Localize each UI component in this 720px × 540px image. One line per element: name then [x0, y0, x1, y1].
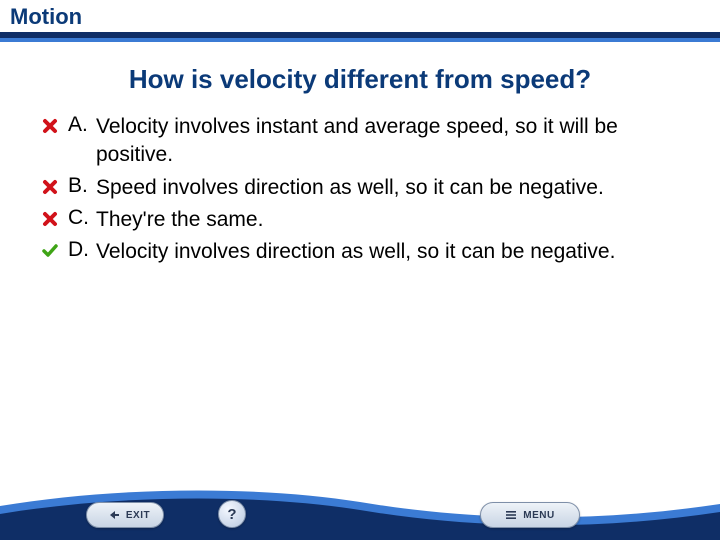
- correct-icon: [42, 238, 68, 265]
- answer-letter: B.: [68, 174, 96, 198]
- answer-letter: A.: [68, 113, 96, 137]
- header-title: Motion: [10, 4, 82, 30]
- wrong-icon: [42, 174, 68, 201]
- answer-row: D. Velocity involves direction as well, …: [42, 238, 690, 266]
- answer-text: Velocity involves instant and average sp…: [96, 113, 690, 170]
- header: Motion: [0, 0, 720, 36]
- wrong-icon: [42, 206, 68, 233]
- header-rule-light: [0, 38, 720, 42]
- help-icon: ?: [218, 500, 246, 528]
- answer-list: A. Velocity involves instant and average…: [42, 113, 690, 267]
- question-text: How is velocity different from speed?: [30, 64, 690, 95]
- answer-text: Velocity involves direction as well, so …: [96, 238, 690, 266]
- exit-label: EXIT: [126, 510, 150, 521]
- answer-text: Speed involves direction as well, so it …: [96, 174, 690, 202]
- answer-row: B. Speed involves direction as well, so …: [42, 174, 690, 202]
- wrong-icon: [42, 113, 68, 140]
- footer: EXIT ? MENU: [0, 482, 720, 540]
- slide: Motion How is velocity different from sp…: [0, 0, 720, 540]
- help-button[interactable]: ?: [218, 500, 246, 528]
- content-area: How is velocity different from speed? A.…: [0, 50, 720, 271]
- menu-button[interactable]: MENU: [480, 502, 580, 528]
- exit-button[interactable]: EXIT: [86, 502, 164, 528]
- answer-letter: C.: [68, 206, 96, 230]
- exit-arrow-icon: [108, 509, 120, 521]
- answer-row: A. Velocity involves instant and average…: [42, 113, 690, 170]
- answer-letter: D.: [68, 238, 96, 262]
- answer-text: They're the same.: [96, 206, 690, 234]
- menu-label: MENU: [523, 510, 554, 521]
- answer-row: C. They're the same.: [42, 206, 690, 234]
- menu-bars-icon: [505, 509, 517, 521]
